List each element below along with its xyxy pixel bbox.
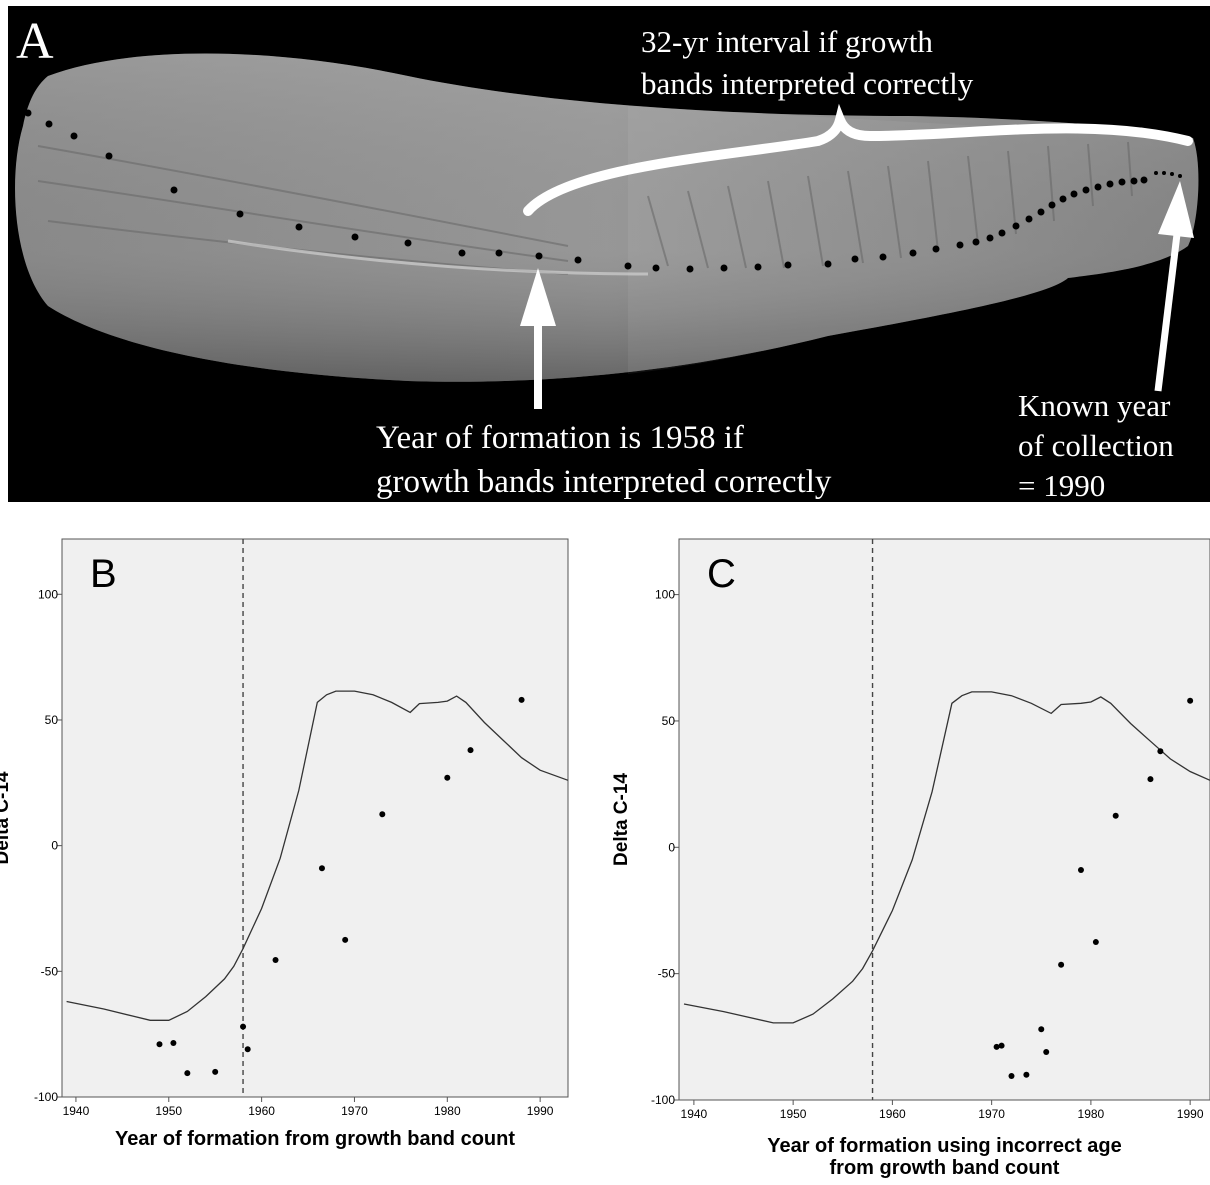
chart-c: C -100 -50 0 50 100 1940 1950 1960 1970 1980 1990 De…	[605, 510, 1210, 1185]
data-point	[318, 865, 325, 872]
interval-brace	[523, 103, 1193, 216]
data-point	[170, 1039, 177, 1046]
x-tick-label: 1950	[155, 1104, 182, 1118]
collection-annotation-line3: = 1990	[1018, 468, 1105, 502]
y-tick-label: -50	[41, 964, 59, 978]
data-point	[1038, 1026, 1045, 1033]
y-tick-label: 0	[51, 839, 58, 853]
arrow-collection	[1154, 181, 1194, 392]
collection-annotation-line1: Known year	[1018, 388, 1171, 423]
data-point	[342, 936, 349, 943]
y-tick-label: -100	[651, 1093, 675, 1107]
formation-annotation-line1: Year of formation is 1958 if	[376, 420, 744, 456]
data-point	[1008, 1072, 1015, 1079]
data-point	[240, 1023, 247, 1030]
data-point	[1023, 1071, 1030, 1078]
data-point	[184, 1070, 191, 1077]
y-tick-label: 100	[655, 588, 675, 602]
y-axis-label: Delta C-14	[0, 771, 13, 864]
x-axis-label: Year of formation using incorrect age fro…	[767, 1135, 1122, 1179]
data-point	[1092, 939, 1099, 946]
x-axis-label: Year of formation from growth band count	[115, 1128, 515, 1150]
data-point	[467, 747, 474, 754]
x-tick-label: 1960	[879, 1107, 906, 1121]
data-point	[993, 1043, 1000, 1050]
data-point	[1187, 697, 1194, 704]
data-point	[1112, 812, 1119, 819]
y-tick-label: -100	[34, 1090, 58, 1104]
interval-annotation-line1: 32-yr interval if growth	[641, 24, 933, 59]
data-point	[444, 774, 451, 781]
x-tick-label: 1940	[681, 1107, 708, 1121]
data-point	[1077, 867, 1084, 874]
x-tick-label: 1970	[341, 1104, 368, 1118]
otolith-panel: A 32-yr interval if growth bands interpr…	[8, 6, 1210, 502]
sample-dots	[24, 109, 1182, 273]
x-tick-label: 1940	[63, 1104, 90, 1118]
panel-label: B	[90, 552, 117, 596]
panel-label: C	[707, 552, 736, 596]
data-point	[156, 1041, 163, 1048]
data-point	[244, 1046, 251, 1053]
chart-b: B -100 -50 0 50 100 1940 1950 1960 1970 1980 1990 De…	[0, 510, 605, 1185]
data-point	[1147, 776, 1154, 783]
y-tick-label: 50	[45, 713, 59, 727]
data-point	[1157, 748, 1164, 755]
data-point	[272, 957, 279, 964]
panel-a-label: A	[16, 13, 54, 70]
x-tick-label: 1950	[780, 1107, 807, 1121]
data-point	[212, 1068, 219, 1075]
plot-area	[61, 538, 569, 1098]
data-point	[998, 1042, 1005, 1049]
y-axis-label: Delta C-14	[611, 773, 632, 866]
y-tick-label: 50	[662, 714, 676, 728]
data-point	[379, 811, 386, 818]
reference-curve	[66, 690, 569, 1021]
data-point	[1058, 961, 1065, 968]
chart-c-svg: C -100 -50 0 50 100 1940 1950 1960 1970 1980 1990 De…	[611, 538, 1210, 1179]
arrow-formation	[520, 268, 556, 409]
interval-annotation-line2: bands interpreted correctly	[641, 66, 974, 101]
data-point	[1043, 1048, 1050, 1055]
x-tick-label: 1990	[1177, 1107, 1204, 1121]
x-tick-label: 1960	[248, 1104, 275, 1118]
reference-curve	[683, 691, 1210, 1024]
x-tick-label: 1970	[978, 1107, 1005, 1121]
x-tick-label: 1980	[1078, 1107, 1105, 1121]
chart-b-svg: B -100 -50 0 50 100 1940 1950 1960 1970 1980 1990 De…	[0, 538, 569, 1150]
data-point	[518, 696, 525, 703]
collection-annotation-line2: of collection	[1018, 428, 1174, 463]
plot-area	[678, 538, 1210, 1101]
x-tick-label: 1990	[527, 1104, 554, 1118]
formation-annotation-line2: growth bands interpreted correctly	[376, 464, 832, 500]
y-tick-label: 0	[668, 840, 675, 854]
otolith-svg: A 32-yr interval if growth bands interpr…	[15, 13, 1199, 502]
y-tick-label: -50	[658, 967, 676, 981]
x-tick-label: 1980	[434, 1104, 461, 1118]
y-tick-label: 100	[38, 587, 58, 601]
